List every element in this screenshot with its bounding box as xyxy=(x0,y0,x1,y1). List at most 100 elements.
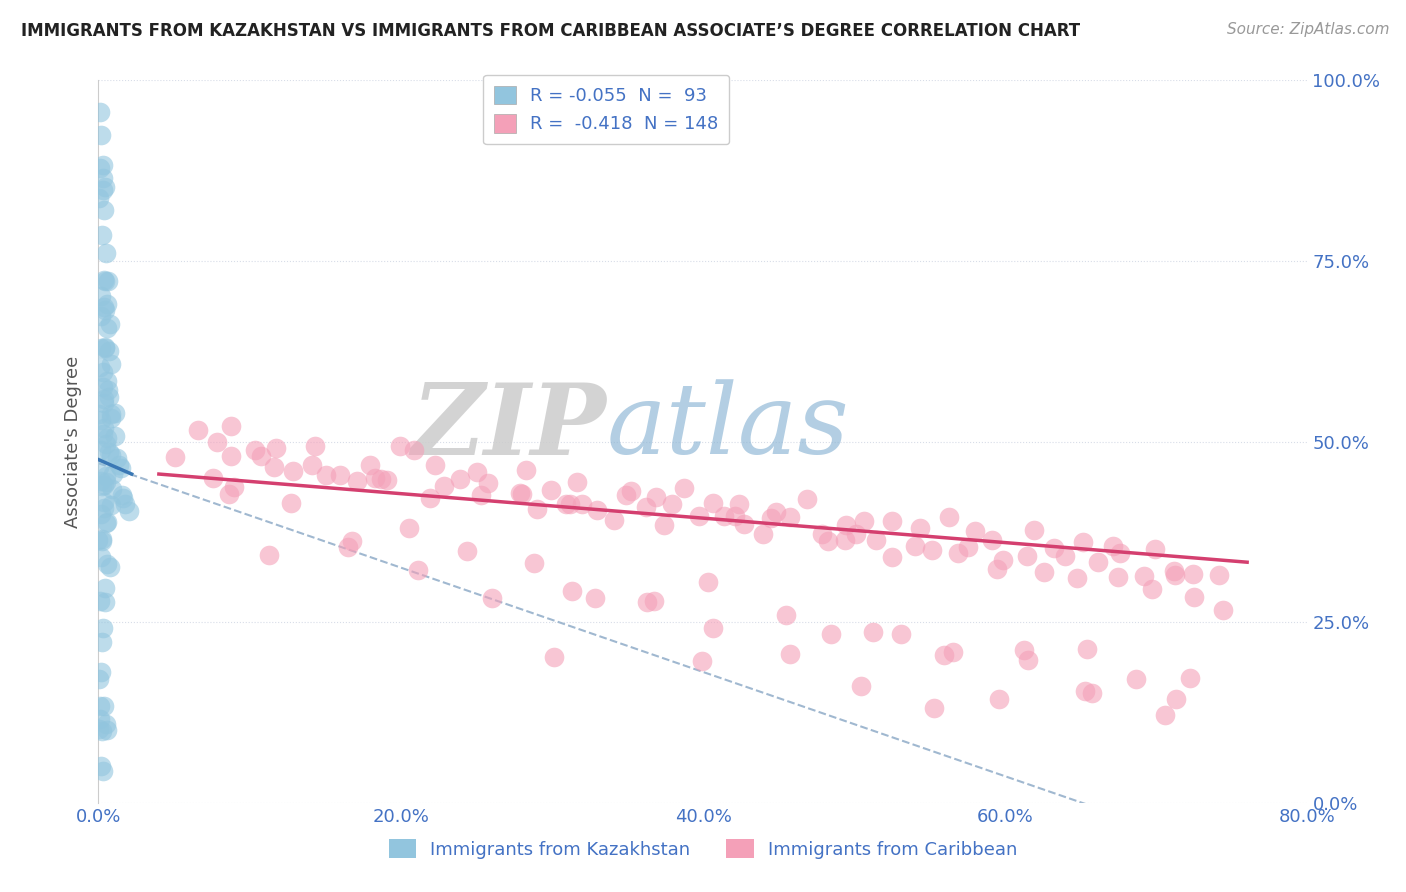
Point xyxy=(91,724,114,739)
Point xyxy=(571,497,593,511)
Point xyxy=(90,309,112,323)
Point xyxy=(851,679,873,693)
Point xyxy=(89,161,111,175)
Point xyxy=(433,478,456,492)
Point xyxy=(96,557,118,571)
Point xyxy=(652,518,675,533)
Point xyxy=(965,524,987,538)
Point xyxy=(281,464,304,478)
Point xyxy=(91,158,114,172)
Point xyxy=(98,390,121,404)
Point xyxy=(880,549,903,564)
Point xyxy=(96,321,118,335)
Point xyxy=(810,527,832,541)
Point xyxy=(540,483,562,498)
Point xyxy=(96,516,118,530)
Point xyxy=(834,533,856,548)
Point xyxy=(94,469,117,483)
Point xyxy=(389,439,412,453)
Point xyxy=(201,471,224,485)
Point xyxy=(112,491,135,505)
Point xyxy=(98,344,121,359)
Point xyxy=(90,341,112,355)
Point xyxy=(1181,566,1204,581)
Point xyxy=(834,518,856,533)
Point xyxy=(862,624,884,639)
Point xyxy=(775,608,797,623)
Point xyxy=(1163,564,1185,578)
Point xyxy=(724,509,747,524)
Point xyxy=(93,495,115,509)
Legend: Immigrants from Kazakhstan, Immigrants from Caribbean: Immigrants from Kazakhstan, Immigrants f… xyxy=(381,832,1025,866)
Text: IMMIGRANTS FROM KAZAKHSTAN VS IMMIGRANTS FROM CARIBBEAN ASSOCIATE’S DEGREE CORRE: IMMIGRANTS FROM KAZAKHSTAN VS IMMIGRANTS… xyxy=(21,22,1080,40)
Point xyxy=(370,472,392,486)
Point xyxy=(880,514,903,528)
Point xyxy=(219,449,242,463)
Point xyxy=(991,553,1014,567)
Point xyxy=(280,496,302,510)
Point xyxy=(91,183,114,197)
Point xyxy=(702,496,724,510)
Point xyxy=(98,317,121,331)
Point xyxy=(93,202,115,217)
Point xyxy=(470,488,492,502)
Point xyxy=(817,534,839,549)
Point xyxy=(515,463,537,477)
Point xyxy=(91,534,114,549)
Point xyxy=(315,468,337,483)
Point xyxy=(100,498,122,512)
Point xyxy=(98,445,121,459)
Point xyxy=(398,520,420,534)
Point xyxy=(257,548,280,562)
Point xyxy=(91,171,114,186)
Point xyxy=(96,431,118,445)
Point xyxy=(688,508,710,523)
Point xyxy=(759,511,782,525)
Point xyxy=(1212,603,1234,617)
Point xyxy=(107,458,129,473)
Point xyxy=(845,526,868,541)
Point xyxy=(101,467,124,481)
Point xyxy=(94,717,117,731)
Point xyxy=(565,475,588,489)
Point xyxy=(111,488,134,502)
Point xyxy=(91,532,114,546)
Point xyxy=(219,418,242,433)
Point xyxy=(1071,535,1094,549)
Point xyxy=(91,365,114,379)
Point xyxy=(796,491,818,506)
Point xyxy=(91,478,114,492)
Point xyxy=(620,484,643,499)
Point xyxy=(304,439,326,453)
Point xyxy=(96,515,118,529)
Point xyxy=(96,374,118,388)
Point xyxy=(163,450,186,465)
Point xyxy=(100,448,122,462)
Point xyxy=(510,487,533,501)
Point xyxy=(728,497,751,511)
Point xyxy=(543,650,565,665)
Point xyxy=(90,289,112,303)
Point xyxy=(555,497,578,511)
Point xyxy=(100,410,122,425)
Point xyxy=(205,434,228,449)
Point xyxy=(1014,642,1036,657)
Point xyxy=(87,533,110,547)
Point xyxy=(301,458,323,472)
Point xyxy=(104,406,127,420)
Point xyxy=(1087,555,1109,569)
Point xyxy=(90,128,112,142)
Point xyxy=(853,514,876,528)
Point xyxy=(1182,590,1205,604)
Point xyxy=(733,516,755,531)
Point xyxy=(561,583,583,598)
Point xyxy=(93,396,115,410)
Point xyxy=(697,575,720,590)
Point xyxy=(96,297,118,311)
Point xyxy=(956,540,979,554)
Point xyxy=(91,426,114,441)
Point xyxy=(87,672,110,686)
Point xyxy=(104,428,127,442)
Point xyxy=(1133,569,1156,583)
Point xyxy=(89,699,111,714)
